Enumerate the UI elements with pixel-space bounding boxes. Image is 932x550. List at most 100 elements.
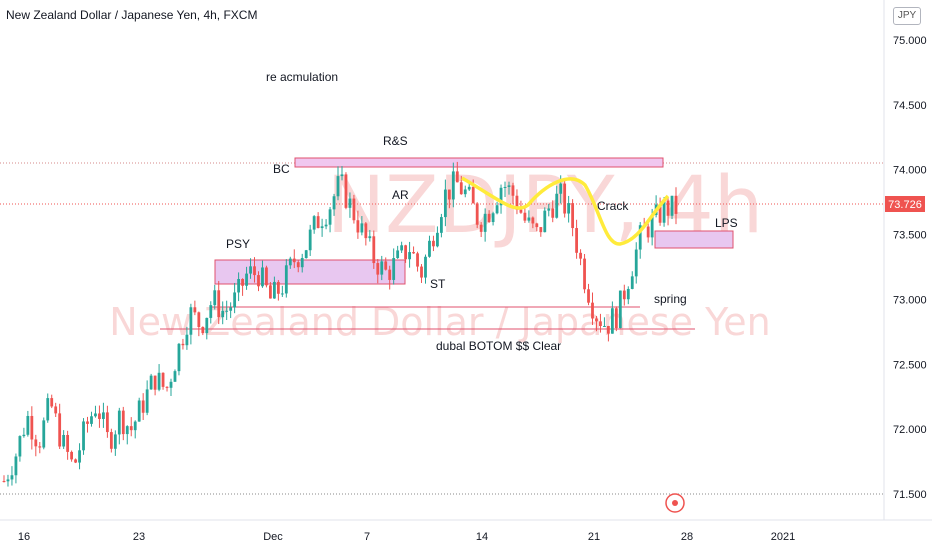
candle-body — [249, 266, 252, 274]
candle-body — [141, 400, 145, 413]
currency-button[interactable]: JPY — [893, 7, 921, 25]
candle-body — [479, 224, 483, 232]
candle-body — [113, 434, 117, 449]
candle-body — [591, 302, 594, 319]
candle-body — [400, 245, 404, 251]
candle-body — [98, 413, 101, 419]
candle-body — [161, 372, 165, 387]
candle-body — [30, 415, 34, 440]
candle-body — [229, 307, 233, 311]
candle-body — [595, 318, 598, 322]
candle-body — [102, 412, 105, 419]
candle-body — [551, 208, 555, 218]
candle-body — [599, 321, 602, 327]
price-tick-label: 72.000 — [893, 424, 927, 436]
candle-body — [133, 421, 137, 431]
candle-body — [42, 420, 46, 448]
candle-body — [360, 223, 364, 233]
time-tick-label: 28 — [681, 531, 693, 543]
candle-body — [670, 195, 674, 216]
candle-body — [213, 290, 217, 306]
candle-body — [189, 307, 193, 335]
candle-body — [201, 327, 205, 334]
candle-body — [86, 421, 89, 424]
candle-body — [26, 415, 30, 435]
candle-body — [416, 253, 419, 267]
candle-body — [177, 343, 181, 372]
candle-body — [173, 371, 177, 382]
candle-body — [539, 227, 543, 233]
time-tick-label: 23 — [133, 531, 145, 543]
candle-body — [332, 196, 336, 210]
candle-body — [662, 200, 666, 223]
last-price-label: 73.726 — [888, 199, 922, 211]
candle-body — [340, 174, 344, 177]
candle-body — [185, 334, 189, 346]
candle-body — [428, 240, 431, 257]
candle-body — [408, 252, 411, 260]
candle-body — [527, 217, 531, 221]
candle-body — [380, 261, 384, 275]
candle-body — [205, 317, 209, 334]
candle-body — [376, 263, 380, 275]
candle-body — [14, 456, 18, 476]
candle-body — [117, 410, 121, 435]
price-tick-label: 74.500 — [893, 100, 927, 112]
candle-body — [531, 217, 535, 224]
candle-body — [571, 203, 575, 229]
annotation-reaccumulation: re acmulation — [266, 70, 338, 84]
candle-body — [658, 204, 662, 223]
candle-body — [447, 189, 451, 200]
candle-body — [666, 200, 670, 216]
candle-body — [471, 186, 475, 204]
candle-body — [308, 229, 312, 251]
candle-body — [269, 285, 272, 299]
candle-body — [567, 203, 571, 214]
annotation-bc: BC — [273, 162, 290, 176]
price-tick-label: 73.000 — [893, 294, 927, 306]
candle-body — [50, 398, 54, 407]
candle-body — [439, 217, 443, 233]
price-tick-label: 75.000 — [893, 35, 927, 47]
candle-body — [555, 193, 559, 218]
candle-body — [436, 232, 439, 247]
candle-body — [372, 236, 376, 264]
candle-body — [638, 225, 642, 250]
candle-body — [511, 185, 515, 196]
candle-body — [257, 275, 260, 287]
candle-body — [221, 310, 225, 318]
candle-body — [165, 386, 169, 388]
chart-title: New Zealand Dollar / Japanese Yen, 4h, F… — [6, 8, 258, 22]
candle-body — [348, 198, 352, 208]
candle-body — [121, 410, 125, 435]
candle-body — [74, 459, 77, 463]
candle-body — [265, 267, 268, 286]
candle-body — [70, 451, 73, 460]
candle-body — [519, 209, 523, 213]
price-tick-label: 73.500 — [893, 230, 927, 242]
candle-body — [543, 210, 547, 233]
annotation-rs: R&S — [383, 134, 408, 148]
candle-body — [197, 312, 201, 328]
candle-body — [296, 262, 300, 268]
news-icon-dot — [672, 500, 678, 506]
candle-body — [245, 273, 248, 286]
candle-body — [292, 258, 296, 263]
crack-curve — [461, 176, 670, 246]
candle-body — [125, 426, 129, 435]
candle-body — [82, 421, 85, 451]
candle-body — [463, 189, 467, 195]
candle-body — [368, 236, 372, 239]
candle-body — [443, 189, 447, 218]
candle-body — [583, 258, 586, 290]
candle-body — [253, 266, 256, 276]
candle-body — [487, 213, 491, 223]
candle-body — [54, 406, 58, 414]
candle-body — [455, 171, 459, 183]
candle-body — [38, 446, 42, 448]
candle-body — [626, 288, 630, 300]
candle-body — [261, 267, 264, 287]
news-icon[interactable] — [665, 493, 685, 513]
candle-body — [622, 290, 626, 300]
